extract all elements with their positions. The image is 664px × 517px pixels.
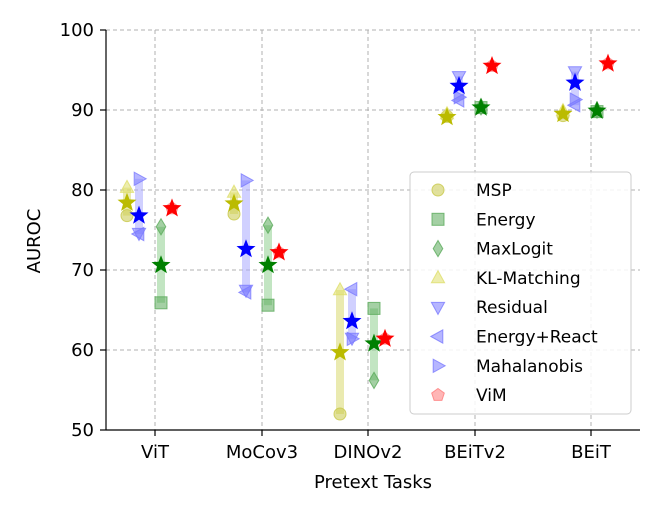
point-mahalanobis-mocov3 — [240, 172, 255, 188]
star-yellow-beitv2 — [437, 107, 457, 126]
y-tick-label-80: 80 — [71, 180, 94, 201]
star-green-vit — [151, 255, 171, 274]
x-axis-label: Pretext Tasks — [314, 472, 432, 493]
legend-box — [409, 171, 632, 415]
point-maxlogit-vit — [155, 217, 167, 236]
x-tick-label-mocov3: MoCov3 — [226, 442, 298, 463]
x-tick-label-beit: BEiT — [571, 442, 612, 463]
legend-label-energy: Energy — [476, 210, 536, 230]
range-bar-blue-beit — [571, 71, 579, 106]
legend-label-maxlogit: MaxLogit — [476, 240, 553, 260]
point-mahalanobis-beitv2 — [453, 89, 468, 105]
star-green-beit — [587, 100, 607, 119]
axes — [105, 30, 640, 431]
star-yellow-beit — [553, 104, 573, 123]
point-mahalanobis-beit — [569, 92, 584, 108]
star-red-beit — [598, 53, 618, 72]
legend-marker-msp — [431, 183, 445, 197]
legend-marker-energy-react — [429, 329, 444, 344]
point-mahalanobis-vit — [133, 171, 148, 187]
range-bar-blue-mocov3 — [242, 180, 250, 293]
legend-label-energy-react: Energy+React — [476, 328, 598, 348]
point-energy-vit — [154, 296, 168, 310]
y-tick-label-50: 50 — [71, 420, 94, 441]
legend-label-kl-matching: KL-Matching — [476, 269, 581, 289]
x-tick-label-dinov2: DINOv2 — [334, 442, 403, 463]
legend-marker-residual — [430, 301, 446, 316]
point-energy-mocov3 — [261, 298, 275, 312]
legend-marker-kl-matching — [430, 269, 446, 284]
y-tick-label-100: 100 — [60, 20, 94, 41]
point-energy-dinov2 — [367, 301, 381, 315]
star-yellow-dinov2 — [330, 342, 350, 361]
star-red-vit — [162, 198, 182, 217]
star-blue-dinov2 — [342, 311, 362, 330]
star-blue-vit — [129, 205, 149, 224]
star-red-beitv2 — [482, 56, 502, 75]
star-yellow-vit — [117, 192, 137, 211]
point-mahalanobis-dinov2 — [346, 331, 361, 347]
legend: MSP Energy MaxLogit KL-Matching Residual Ener… — [409, 171, 632, 415]
point-msp-vit — [120, 209, 134, 223]
star-blue-beit — [565, 72, 585, 91]
legend-marker-maxlogit — [432, 239, 444, 258]
y-tick-label-70: 70 — [71, 260, 94, 281]
point-kl-matching-dinov2 — [332, 281, 348, 296]
point-maxlogit-dinov2 — [368, 371, 380, 390]
star-blue-beitv2 — [449, 76, 469, 95]
legend-label-residual: Residual — [476, 298, 548, 318]
y-tick-label-60: 60 — [71, 340, 94, 361]
legend-label-vim: ViM — [476, 386, 507, 406]
point-kl-matching-vit — [119, 179, 135, 193]
star-blue-mocov3 — [236, 239, 256, 258]
point-energy-react-dinov2 — [343, 281, 358, 297]
tick-labels: 50 60 70 80 90 100 ViT MoCov3 DINOv2 BEiTv2 BEiT — [60, 20, 612, 463]
x-tick-label-beitv2: BEiTv2 — [444, 442, 506, 463]
point-msp-mocov3 — [227, 207, 241, 221]
star-red-mocov3 — [269, 242, 289, 261]
star-yellow-mocov3 — [224, 193, 244, 212]
legend-marker-mahalanobis — [432, 358, 447, 374]
legend-marker-energy — [431, 212, 445, 226]
legend-marker-vim — [431, 387, 445, 401]
star-green-mocov3 — [258, 255, 278, 274]
star-green-beitv2 — [471, 97, 491, 116]
point-msp-dinov2 — [333, 407, 347, 421]
mean-stars — [117, 53, 618, 361]
legend-label-mahalanobis: Mahalanobis — [476, 357, 583, 377]
y-axis-label: AUROC — [24, 209, 45, 274]
legend-label-msp: MSP — [476, 181, 512, 201]
y-tick-label-90: 90 — [71, 100, 94, 121]
point-maxlogit-mocov3 — [262, 216, 274, 235]
point-energy-react-mocov3 — [237, 284, 252, 300]
star-red-dinov2 — [375, 328, 395, 347]
star-green-dinov2 — [364, 333, 384, 352]
x-tick-label-vit: ViT — [141, 442, 170, 463]
point-energy-react-vit — [130, 226, 145, 242]
